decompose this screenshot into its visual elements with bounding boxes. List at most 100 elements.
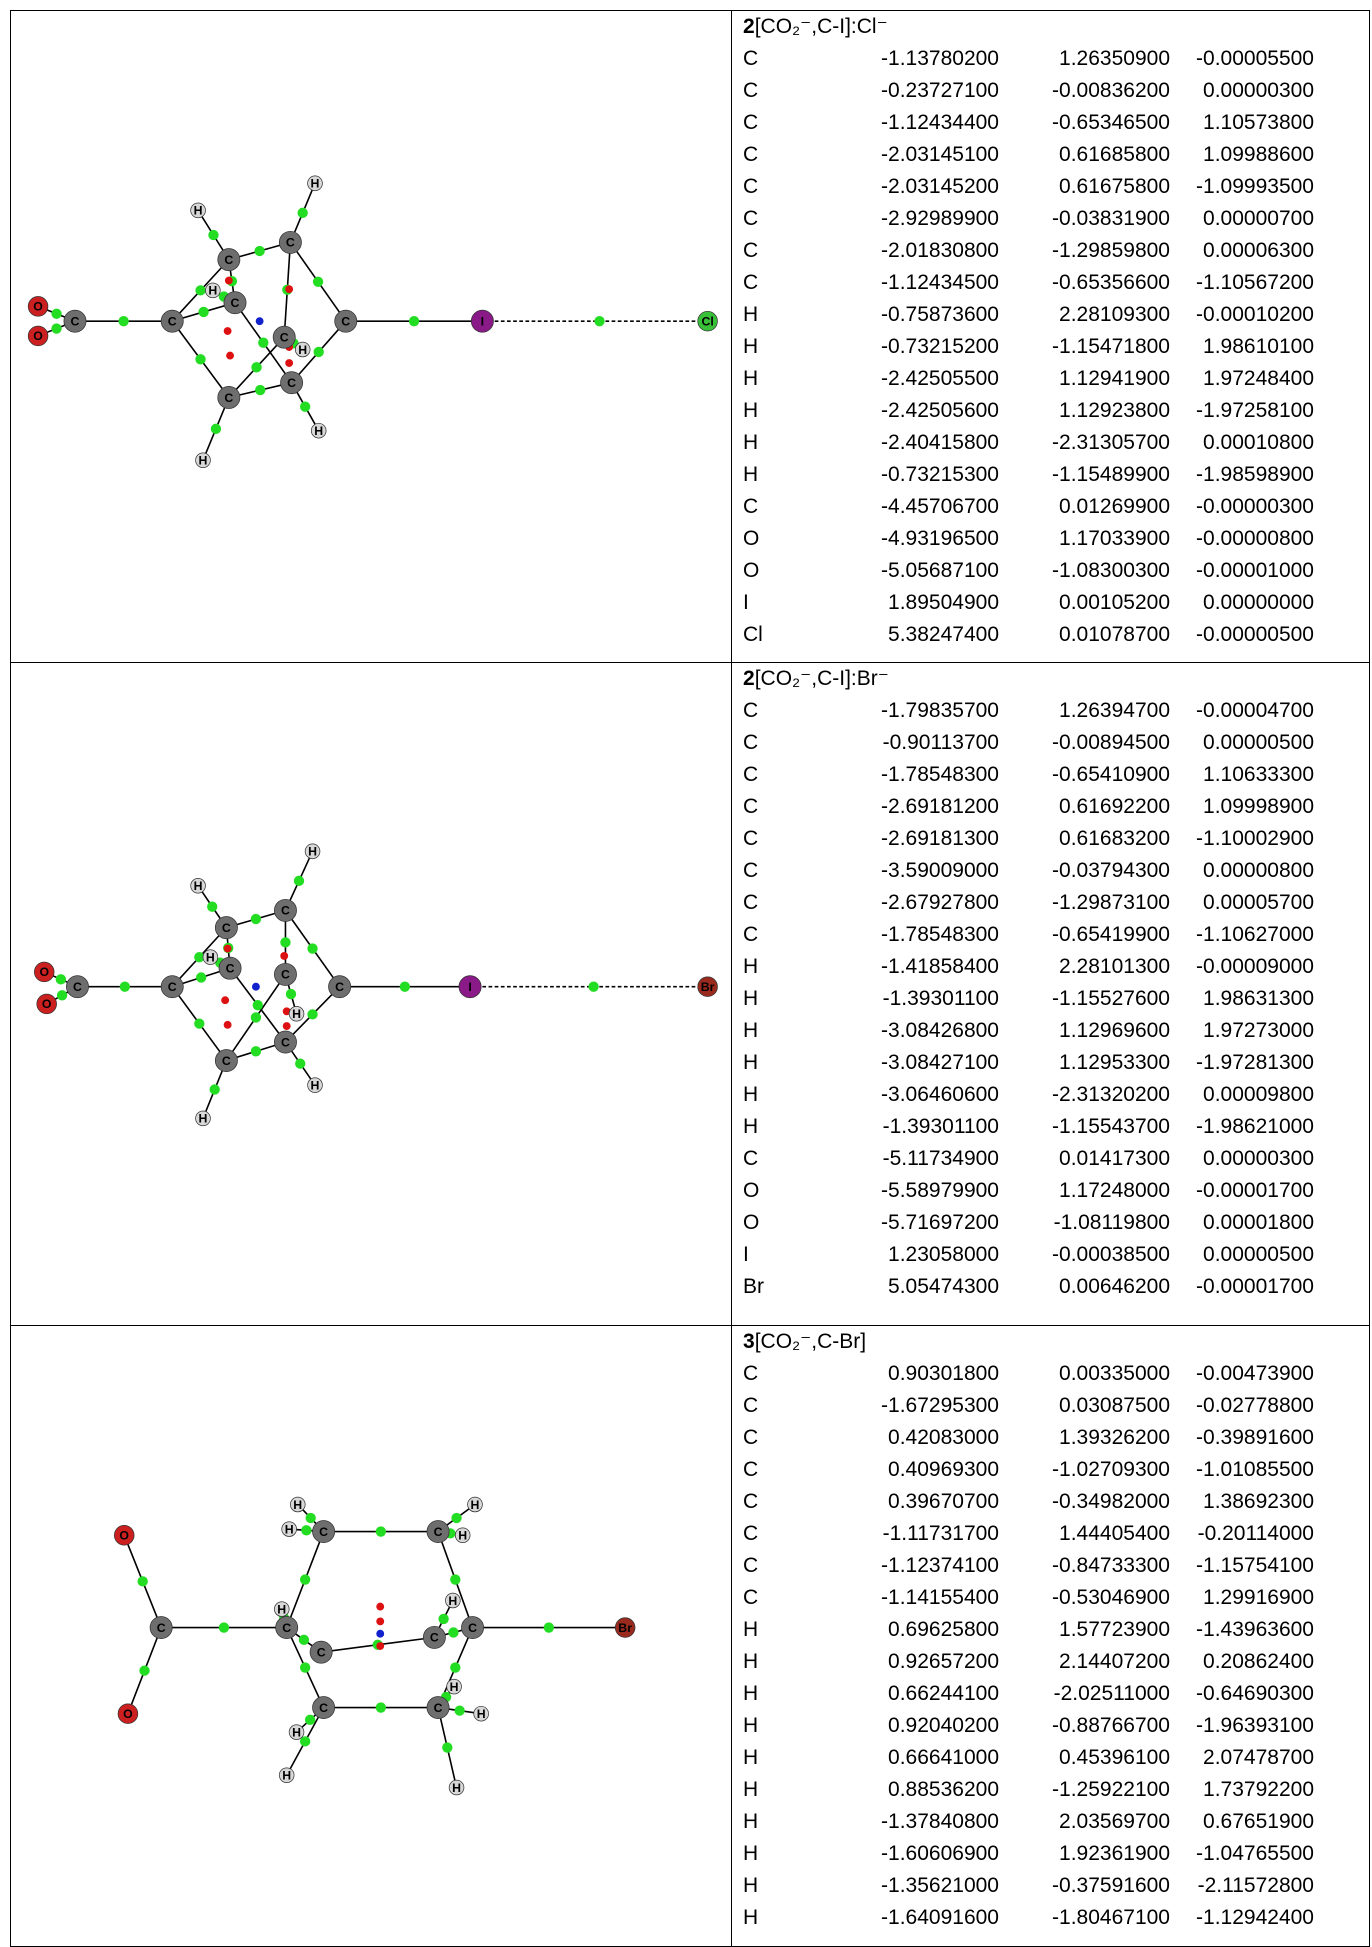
coordinate: 0.00000300 — [1170, 1143, 1314, 1175]
element: H — [743, 363, 833, 395]
ring-critical-point — [376, 1617, 384, 1625]
bond-critical-point — [251, 914, 261, 924]
block-title: 2[CO₂⁻,C-I]:Cl⁻ — [732, 11, 1369, 43]
coordinate: -0.00473900 — [1170, 1358, 1314, 1390]
coordinate: 1.39326200 — [999, 1422, 1170, 1454]
coordinate: -2.69181300 — [833, 823, 999, 855]
structure-number: 2 — [743, 667, 755, 690]
bond-critical-point — [295, 1058, 305, 1068]
coordinate: 0.00000300 — [1170, 75, 1314, 107]
atom-label: C — [222, 1054, 231, 1068]
coordinate: -0.00000500 — [1170, 619, 1314, 651]
atom-label: H — [194, 879, 203, 893]
atom-row: H-1.35621000-0.37591600-2.11572800 — [732, 1870, 1369, 1902]
element: Cl — [743, 619, 833, 651]
coordinate: -0.90113700 — [833, 727, 999, 759]
element: Br — [743, 1271, 833, 1303]
coordinate: 0.39670700 — [833, 1486, 999, 1518]
coordinate: -1.29873100 — [999, 887, 1170, 919]
coordinate: -1.12434500 — [833, 267, 999, 299]
coordinate: 2.14407200 — [999, 1646, 1170, 1678]
atom-row: Br5.054743000.00646200-0.00001700 — [732, 1271, 1369, 1303]
atom-row: H-1.378408002.035697000.67651900 — [732, 1806, 1369, 1838]
coordinate: 1.10633300 — [1170, 759, 1314, 791]
atom-row: H-1.64091600-1.80467100-1.12942400 — [732, 1902, 1369, 1934]
coordinate: -1.80467100 — [999, 1902, 1170, 1934]
bond-critical-point — [299, 1635, 309, 1645]
element: H — [743, 395, 833, 427]
coordinate: 1.17248000 — [999, 1175, 1170, 1207]
bond-critical-point — [56, 974, 66, 984]
bond-critical-point — [451, 1513, 461, 1523]
coordinate: -1.15471800 — [999, 331, 1170, 363]
coordinates-cell: 2[CO₂⁻,C-I]:Br⁻C-1.798357001.26394700-0.… — [732, 663, 1370, 1326]
bond-critical-point — [300, 1574, 310, 1584]
coordinate: -1.10002900 — [1170, 823, 1314, 855]
coordinate: -1.78548300 — [833, 919, 999, 951]
bond-critical-point — [251, 362, 261, 372]
coordinate: -1.41858400 — [833, 951, 999, 983]
coordinates-cell: 2[CO₂⁻,C-I]:Cl⁻C-1.137802001.26350900-0.… — [732, 11, 1370, 663]
element: C — [743, 1518, 833, 1550]
atom-row: H0.666410000.453961002.07478700 — [732, 1742, 1369, 1774]
atom-label: C — [281, 968, 290, 982]
bond-critical-point — [198, 307, 208, 317]
element: H — [743, 1806, 833, 1838]
coordinate: -0.00001700 — [1170, 1175, 1314, 1207]
coordinate: -2.42505500 — [833, 363, 999, 395]
atom-row: H0.696258001.57723900-1.43963600 — [732, 1614, 1369, 1646]
coordinate: -0.53046900 — [999, 1582, 1170, 1614]
atom-label: H — [293, 1498, 302, 1512]
element: H — [743, 1774, 833, 1806]
molecule-image: OOCCCCCCCCCIClHHHHHH — [11, 11, 731, 662]
coordinate: -2.03145100 — [833, 139, 999, 171]
element: H — [743, 1646, 833, 1678]
cage-critical-point — [252, 983, 260, 991]
atom-label: O — [42, 997, 52, 1011]
atom-label: C — [319, 1525, 328, 1539]
atom-row: H0.92040200-0.88766700-1.96393100 — [732, 1710, 1369, 1742]
coordinate: 1.44405400 — [999, 1518, 1170, 1550]
coordinate: 1.57723900 — [999, 1614, 1170, 1646]
coordinate: -1.12374100 — [833, 1550, 999, 1582]
atom-label: C — [434, 1525, 443, 1539]
atom-label: O — [123, 1707, 133, 1721]
coordinate: 1.98610100 — [1170, 331, 1314, 363]
coordinate: -1.02709300 — [999, 1454, 1170, 1486]
element: C — [743, 107, 833, 139]
coordinate: 0.61675800 — [999, 171, 1170, 203]
bond-critical-point — [210, 1084, 220, 1094]
coordinate: -1.25922100 — [999, 1774, 1170, 1806]
coordinate: 1.17033900 — [999, 523, 1170, 555]
bond-critical-point — [255, 385, 265, 395]
atom-label: H — [450, 1680, 459, 1694]
atom-row: H-0.73215200-1.154718001.98610100 — [732, 331, 1369, 363]
atom-label: C — [468, 1621, 477, 1635]
atom-label: H — [311, 1078, 320, 1092]
bond-critical-point — [594, 316, 604, 326]
atom-label: H — [452, 1781, 461, 1795]
atom-label: C — [168, 980, 177, 994]
table-row: OOCCCCCCCCCIBrHHHHHH2[CO₂⁻,C-I]:Br⁻C-1.7… — [11, 663, 1370, 1326]
atom-row: C-1.137802001.26350900-0.00005500 — [732, 43, 1369, 75]
coordinate: -0.34982000 — [999, 1486, 1170, 1518]
atom-row: H-0.73215300-1.15489900-1.98598900 — [732, 459, 1369, 491]
atom-row: C-1.12374100-0.84733300-1.15754100 — [732, 1550, 1369, 1582]
element: C — [743, 75, 833, 107]
coordinate: 0.01078700 — [999, 619, 1170, 651]
bond-critical-point — [306, 1513, 316, 1523]
element: C — [743, 171, 833, 203]
coordinate: -2.01830800 — [833, 235, 999, 267]
atom-label: Br — [618, 1621, 632, 1635]
atom-row: C-2.92989900-0.038319000.00000700 — [732, 203, 1369, 235]
atom-row: O-5.71697200-1.081198000.00001800 — [732, 1207, 1369, 1239]
coordinate: 5.05474300 — [833, 1271, 999, 1303]
bond-critical-point — [409, 316, 419, 326]
coordinate: 0.67651900 — [1170, 1806, 1314, 1838]
cage-critical-point — [256, 317, 264, 325]
coordinate: 1.92361900 — [999, 1838, 1170, 1870]
element: H — [743, 331, 833, 363]
